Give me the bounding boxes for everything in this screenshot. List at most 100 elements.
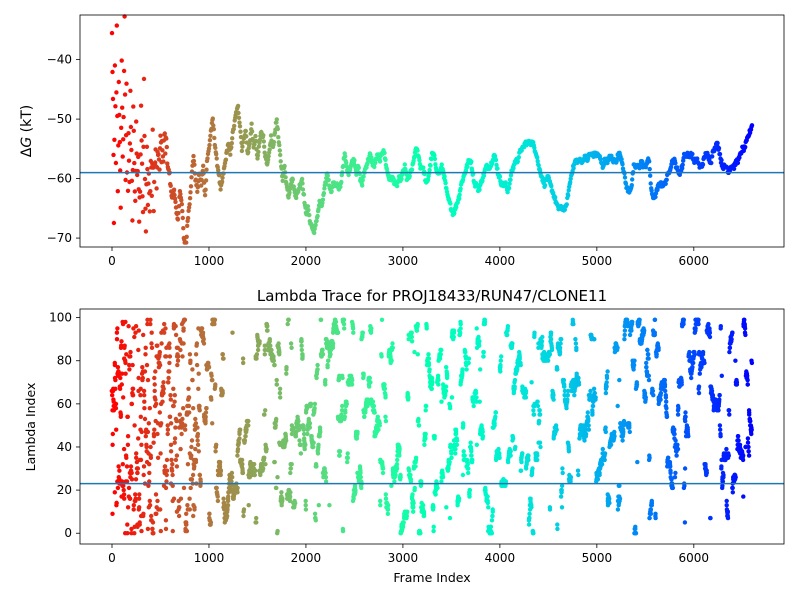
lambda-point — [241, 507, 247, 512]
lambda-point — [555, 367, 560, 372]
lambda-point — [286, 317, 291, 322]
lambda-point — [592, 390, 597, 396]
lambda-point — [745, 440, 751, 445]
delta-g-point — [341, 163, 346, 169]
delta-g-point — [133, 198, 138, 203]
delta-g-point — [585, 156, 591, 161]
lambda-point — [620, 438, 625, 443]
lambda-point — [151, 440, 156, 445]
lambda-point — [181, 406, 186, 411]
lambda-point — [604, 380, 609, 385]
delta-g-point — [129, 147, 134, 153]
delta-g-point — [212, 135, 217, 141]
delta-g-point — [154, 186, 159, 191]
lambda-point — [648, 511, 654, 516]
delta-g-point — [495, 166, 500, 171]
lambda-point — [314, 375, 319, 381]
lambda-point — [126, 324, 131, 329]
delta-g-point — [118, 205, 123, 210]
lambda-point — [539, 339, 545, 344]
lambda-point — [207, 511, 212, 516]
lambda-point — [573, 341, 579, 346]
lambda-point — [672, 427, 677, 432]
lambda-point — [129, 477, 135, 482]
lambda-point — [412, 349, 417, 355]
delta-g-point — [647, 166, 652, 172]
lambda-point — [458, 319, 463, 325]
lambda-point — [241, 360, 246, 366]
lambda-point — [492, 421, 497, 426]
delta-g-point — [217, 173, 222, 178]
lambda-point — [153, 492, 159, 497]
lambda-point — [480, 434, 486, 439]
lambda-point — [203, 418, 208, 424]
lambda-point — [140, 365, 145, 370]
lambda-point — [340, 528, 346, 534]
delta-g-point — [171, 187, 177, 192]
lambda-point — [133, 496, 138, 501]
lambda-point — [462, 453, 467, 458]
lambda-point — [675, 446, 681, 452]
lambda-point — [141, 332, 146, 338]
lambda-point — [246, 418, 251, 424]
lambda-point — [113, 406, 119, 411]
lambda-point — [414, 328, 420, 333]
lambda-point — [303, 442, 308, 447]
lambda-point — [617, 377, 622, 383]
lambda-point — [297, 425, 302, 430]
lambda-point — [397, 446, 402, 452]
lambda-point — [191, 406, 196, 411]
delta-g-point — [139, 161, 145, 166]
lambda-point — [306, 416, 311, 422]
delta-g-point — [623, 181, 629, 186]
delta-g-point — [320, 197, 326, 202]
lambda-point — [602, 451, 608, 456]
delta-g-point — [141, 76, 147, 82]
lambda-point — [548, 332, 554, 338]
lambda-point — [416, 418, 421, 424]
lambda-point — [566, 388, 571, 394]
lambda-point — [187, 410, 192, 415]
lambda-point — [394, 466, 400, 471]
lambda-point — [648, 507, 654, 512]
delta-g-point — [399, 176, 404, 182]
lambda-point — [123, 360, 128, 366]
lambda-point — [184, 528, 190, 534]
lambda-point — [365, 401, 371, 407]
lambda-point — [735, 434, 741, 439]
lambda-point — [461, 449, 466, 454]
lambda-point — [230, 330, 235, 335]
lambda-point — [562, 388, 568, 394]
lambda-point — [379, 317, 385, 322]
lambda-point — [423, 408, 428, 413]
lambda-point — [689, 369, 694, 374]
lambda-point — [168, 397, 173, 402]
lambda-point — [493, 457, 499, 463]
lambda-point — [469, 453, 474, 458]
delta-g-point — [237, 124, 243, 129]
lambda-point — [535, 457, 540, 463]
lambda-point — [200, 330, 206, 335]
delta-g-point — [278, 159, 283, 164]
lambda-point — [149, 513, 154, 519]
delta-g-point — [185, 215, 191, 221]
lambda-point — [440, 470, 445, 476]
lambda-point — [390, 345, 395, 350]
lambda-point — [379, 354, 384, 359]
lambda-point — [745, 377, 750, 383]
lambda-point — [720, 483, 725, 488]
lambda-point — [458, 330, 463, 335]
delta-g-point — [175, 217, 181, 222]
lambda-point — [510, 341, 515, 346]
lambda-point — [186, 395, 192, 400]
lambda-point — [134, 451, 139, 456]
lambda-point — [188, 358, 193, 363]
lambda-point — [444, 505, 449, 510]
lambda-point — [652, 317, 658, 322]
lambda-point — [663, 388, 668, 394]
lambda-point — [173, 457, 179, 463]
lambda-point — [349, 382, 355, 387]
lambda-point — [116, 464, 121, 469]
delta-g-point — [160, 148, 165, 153]
lambda-point — [488, 524, 493, 529]
